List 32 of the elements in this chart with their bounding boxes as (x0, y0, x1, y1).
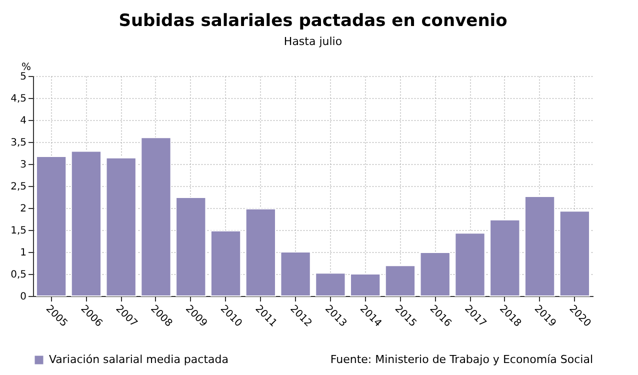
chart-subtitle: Hasta julio (284, 35, 342, 48)
y-tick-label: 2 (20, 204, 26, 214)
y-tick-label: 1 (20, 248, 26, 258)
chart-title: Subidas salariales pactadas en convenio (118, 11, 508, 31)
bar (106, 157, 136, 296)
y-tick-label: 3,5 (10, 138, 26, 148)
y-tick-label: 0,5 (10, 270, 26, 280)
bar (176, 196, 206, 296)
bar (384, 265, 416, 296)
y-tick-label: 4,5 (10, 94, 26, 104)
bar (454, 232, 486, 296)
bar (315, 272, 346, 296)
bar (280, 252, 311, 296)
bar (140, 137, 172, 296)
y-tick-label: 5 (20, 72, 26, 82)
y-tick-label: 4 (20, 116, 26, 126)
y-tick-label: 2,5 (10, 182, 26, 192)
bar (36, 156, 67, 296)
bar (559, 210, 590, 296)
bar (245, 208, 276, 296)
bar (420, 252, 450, 296)
y-tick-label: 1,5 (10, 226, 26, 236)
legend-label: Variación salarial media pactada (49, 353, 228, 366)
bar (350, 274, 381, 296)
bar (210, 230, 242, 296)
y-axis-title: % (21, 62, 31, 73)
bar (70, 150, 102, 296)
y-tick-label: 0 (20, 292, 26, 302)
source-note: Fuente: Ministerio de Trabajo y Economía Social (330, 353, 593, 366)
bar (524, 196, 556, 296)
bar (490, 219, 520, 296)
y-tick-label: 3 (20, 160, 26, 170)
